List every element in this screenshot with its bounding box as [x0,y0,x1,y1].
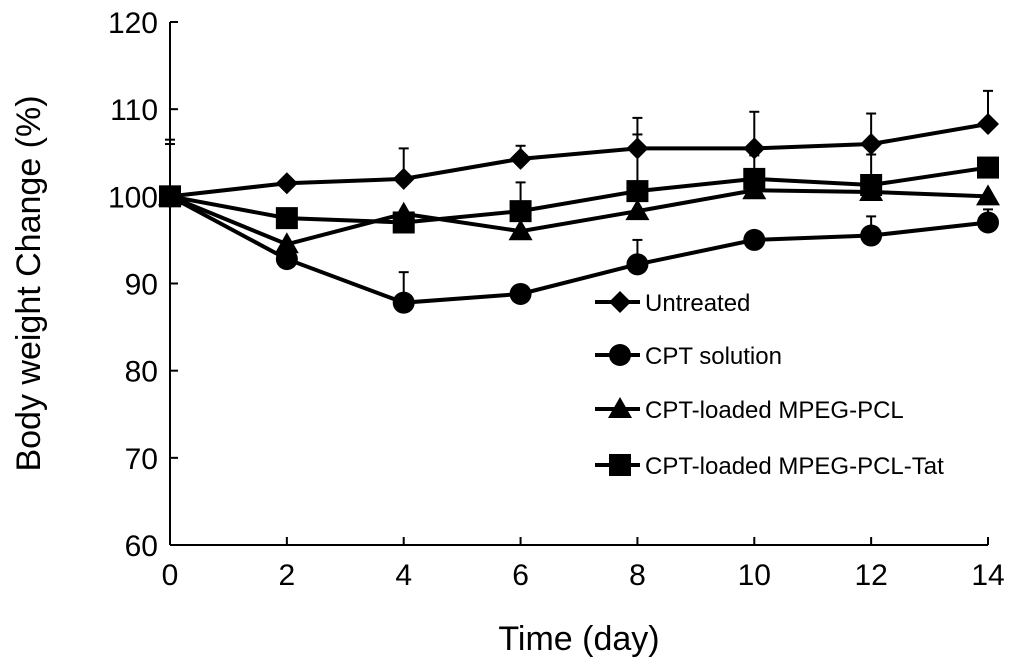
x-tick-label: 2 [279,559,296,592]
x-axis-title: Time (day) [498,620,659,658]
data-point [626,180,649,203]
legend-label: CPT solution [645,343,782,370]
plot-area [158,89,1000,314]
data-point [159,185,181,208]
series-line [169,122,989,199]
x-tick-label: 14 [971,559,1004,592]
legend-item: CPT-loaded MPEG-PCL-Tat [595,453,944,480]
y-tick-label: 110 [110,94,158,127]
y-tick-label: 70 [125,443,158,476]
y-tick-label: 120 [108,7,158,40]
legend-label: Untreated [645,290,750,317]
legend-label: CPT-loaded MPEG-PCL-Tat [645,453,944,480]
legend-item: CPT solution [595,343,782,370]
legend-item: CPT-loaded MPEG-PCL [595,397,904,424]
y-tick-label: 80 [125,356,158,389]
data-point [275,248,298,271]
data-point [743,167,766,190]
data-point [977,112,999,135]
legend-marker [609,454,631,476]
legend-marker [609,291,631,313]
y-axis-ticks: 60 70 80 90 100 110 120 [108,7,178,563]
data-point [392,291,415,314]
series-line [169,194,989,305]
legend-item: Untreated [595,290,750,317]
x-tick-label: 6 [512,559,529,592]
data-point [392,211,415,234]
x-tick-label: 12 [854,559,887,592]
y-axis-title: Body weight Change (%) [10,95,48,471]
legend-marker [608,397,632,418]
series-line [169,188,989,247]
data-point [275,172,298,195]
x-tick-label: 8 [629,559,646,592]
data-point [976,184,1000,206]
series-line [169,165,989,225]
y-tick-label: 90 [125,269,158,302]
data-point [625,199,650,221]
legend: Untreated CPT solution CPT-loaded MPEG-PCL… [595,290,944,480]
y-tick-label: 100 [108,181,158,214]
legend-marker [609,344,631,366]
x-axis-ticks: 0 2 4 6 8 10 12 14 [162,537,1005,592]
x-tick-label: 10 [738,559,771,592]
data-point [860,224,883,247]
x-tick-label: 0 [162,559,179,592]
axes: 0 2 4 6 8 10 12 14 60 70 80 90 100 110 120 [108,7,1005,592]
series-square [159,133,999,234]
data-point [509,147,532,170]
data-point [977,156,999,179]
data-point [275,207,298,230]
data-point [743,228,766,251]
x-tick-label: 4 [395,559,412,592]
y-tick-label: 60 [125,530,158,563]
legend-label: CPT-loaded MPEG-PCL [645,397,904,424]
data-point [274,232,299,254]
data-point [743,137,766,160]
data-point [392,167,415,190]
data-point [977,211,999,234]
data-point [509,200,532,223]
data-point [626,253,649,276]
data-point [860,133,883,156]
data-point [508,219,533,241]
data-point [509,282,532,305]
data-point [860,174,883,197]
